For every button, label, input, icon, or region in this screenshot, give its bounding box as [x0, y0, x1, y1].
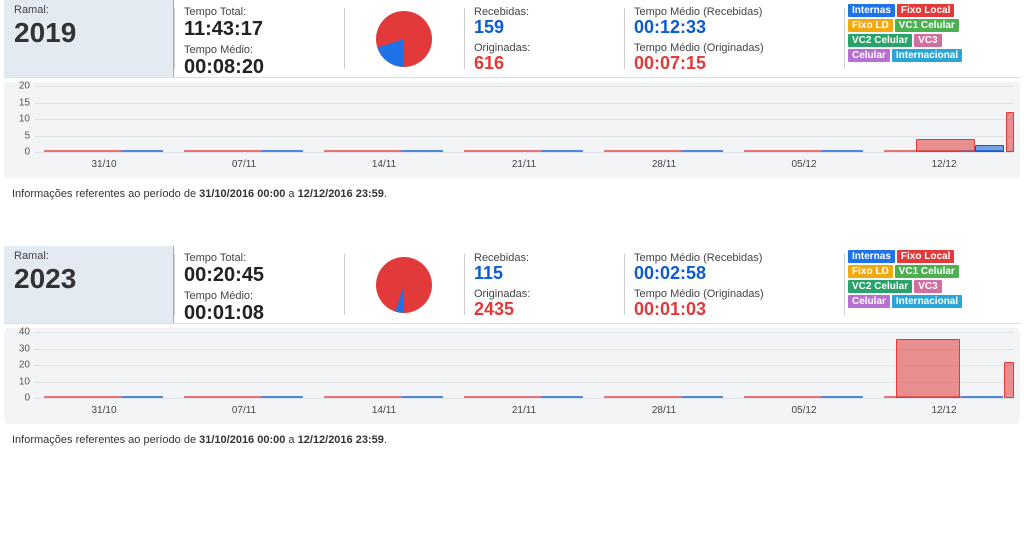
x-tick-label: 12/12	[931, 159, 956, 170]
chart-wrap: 0 5 10 15 20 31/10 07/11 14/11 21/11 28/11 05/12 12…	[4, 82, 1020, 178]
y-tick-label: 30	[6, 343, 30, 354]
tempo-cell: Tempo Total:00:20:45 Tempo Médio:00:01:08	[174, 246, 344, 323]
legend-badge: Internacional	[892, 49, 962, 62]
x-tick-label: 05/12	[791, 405, 816, 416]
y-tick-label: 10	[6, 114, 30, 125]
period-from: 31/10/2016 00:00	[199, 188, 285, 200]
x-tick-label: 28/11	[652, 405, 676, 416]
period-to: 12/12/2016 23:59	[298, 188, 384, 200]
legend-cell: InternasFixo Local Fixo LDVC1 Celular VC2 …	[844, 0, 1020, 77]
x-tick-label: 14/11	[372, 159, 396, 170]
y-tick-label: 0	[6, 393, 30, 404]
legend-badge: Fixo Local	[897, 4, 954, 17]
legend-badge: VC2 Celular	[848, 34, 912, 47]
y-tick-label: 40	[6, 327, 30, 338]
tmo-value: 00:07:15	[634, 54, 834, 74]
tempo-cell: Tempo Total:11:43:17 Tempo Médio:00:08:20	[174, 0, 344, 77]
legend-badge: VC1 Celular	[895, 265, 959, 278]
pie-cell	[344, 0, 464, 77]
tempo-total-value: 11:43:17	[184, 18, 334, 40]
legend-badge: VC3	[914, 280, 941, 293]
x-tick-label: 05/12	[791, 159, 816, 170]
originadas-label: Originadas:	[474, 288, 614, 300]
x-tick-label: 12/12	[931, 405, 956, 416]
chart-bar	[975, 145, 1004, 152]
tempo-medio-label: Tempo Médio:	[184, 44, 334, 56]
recebidas-value: 115	[474, 264, 614, 284]
chart-bar	[916, 139, 975, 152]
chart-bar	[896, 339, 960, 398]
legend: InternasFixo Local Fixo LDVC1 Celular VC2 …	[848, 250, 1016, 308]
tmo-label: Tempo Médio (Originadas)	[634, 42, 834, 54]
legend-badge: Celular	[848, 49, 890, 62]
legend-badge: Fixo LD	[848, 19, 893, 32]
x-tick-label: 31/10	[91, 159, 116, 170]
tempo-medio-label: Tempo Médio:	[184, 290, 334, 302]
tmo-value: 00:01:03	[634, 300, 834, 320]
counts-cell: Recebidas:159Originadas:616	[464, 0, 624, 77]
y-tick-label: 20	[6, 360, 30, 371]
period-to: 12/12/2016 23:59	[298, 434, 384, 446]
ramal-cell: Ramal: 2023	[4, 246, 174, 323]
legend: InternasFixo Local Fixo LDVC1 Celular VC2 …	[848, 4, 1016, 62]
y-tick-label: 10	[6, 376, 30, 387]
bar-chart: 0510152031/1007/1114/1121/1128/1105/1212…	[6, 86, 1018, 176]
y-tick-label: 0	[6, 147, 30, 158]
originadas-value: 2435	[474, 300, 614, 320]
ramal-label: Ramal:	[14, 4, 163, 16]
ramal-value: 2019	[14, 18, 163, 49]
x-tick-label: 07/11	[232, 405, 256, 416]
legend-badge: Internas	[848, 4, 895, 17]
x-tick-label: 31/10	[91, 405, 116, 416]
originadas-value: 616	[474, 54, 614, 74]
period-from: 31/10/2016 00:00	[199, 434, 285, 446]
x-tick-label: 14/11	[372, 405, 396, 416]
pie-cell	[344, 246, 464, 323]
tmr-value: 00:12:33	[634, 18, 834, 38]
chart-bar	[1004, 362, 1014, 398]
recebidas-value: 159	[474, 18, 614, 38]
legend-badge: Fixo LD	[848, 265, 893, 278]
legend-badge: VC2 Celular	[848, 280, 912, 293]
avg-cell: Tempo Médio (Recebidas)00:02:58Tempo Méd…	[624, 246, 844, 323]
tmr-value: 00:02:58	[634, 264, 834, 284]
tempo-medio-value: 00:08:20	[184, 56, 334, 78]
y-tick-label: 15	[6, 97, 30, 108]
ramal-panel: Ramal: 2023 Tempo Total:00:20:45 Tempo Médi…	[4, 246, 1020, 452]
ramal-label: Ramal:	[14, 250, 163, 262]
x-tick-label: 21/11	[512, 159, 536, 170]
legend-badge: Internacional	[892, 295, 962, 308]
legend-cell: InternasFixo Local Fixo LDVC1 Celular VC2 …	[844, 246, 1020, 323]
legend-badge: VC1 Celular	[895, 19, 959, 32]
tmo-label: Tempo Médio (Originadas)	[634, 288, 834, 300]
legend-badge: Internas	[848, 250, 895, 263]
ramal-panel: Ramal: 2019 Tempo Total:11:43:17 Tempo Médi…	[4, 0, 1020, 206]
bar-chart: 01020304031/1007/1114/1121/1128/1105/121…	[6, 332, 1018, 422]
tempo-total-label: Tempo Total:	[184, 6, 334, 18]
legend-badge: Fixo Local	[897, 250, 954, 263]
x-tick-label: 21/11	[512, 405, 536, 416]
y-tick-label: 20	[6, 81, 30, 92]
period-note: Informações referentes ao período de 31/…	[4, 428, 1020, 452]
ramal-cell: Ramal: 2019	[4, 0, 174, 77]
legend-badge: VC3	[914, 34, 941, 47]
x-tick-label: 07/11	[232, 159, 256, 170]
originadas-label: Originadas:	[474, 42, 614, 54]
chart-bar	[1006, 112, 1014, 152]
legend-badge: Celular	[848, 295, 890, 308]
counts-cell: Recebidas:115Originadas:2435	[464, 246, 624, 323]
chart-wrap: 0 10 20 30 40 31/10 07/11 14/11 21/11 28/11 05/12 1…	[4, 328, 1020, 424]
x-tick-label: 28/11	[652, 159, 676, 170]
period-note: Informações referentes ao período de 31/…	[4, 182, 1020, 206]
tempo-medio-value: 00:01:08	[184, 302, 334, 324]
tempo-total-label: Tempo Total:	[184, 252, 334, 264]
avg-cell: Tempo Médio (Recebidas)00:12:33Tempo Méd…	[624, 0, 844, 77]
tempo-total-value: 00:20:45	[184, 264, 334, 286]
y-tick-label: 5	[6, 130, 30, 141]
panel-header: Ramal: 2023 Tempo Total:00:20:45 Tempo Médi…	[4, 246, 1020, 324]
ramal-value: 2023	[14, 264, 163, 295]
panel-header: Ramal: 2019 Tempo Total:11:43:17 Tempo Médi…	[4, 0, 1020, 78]
